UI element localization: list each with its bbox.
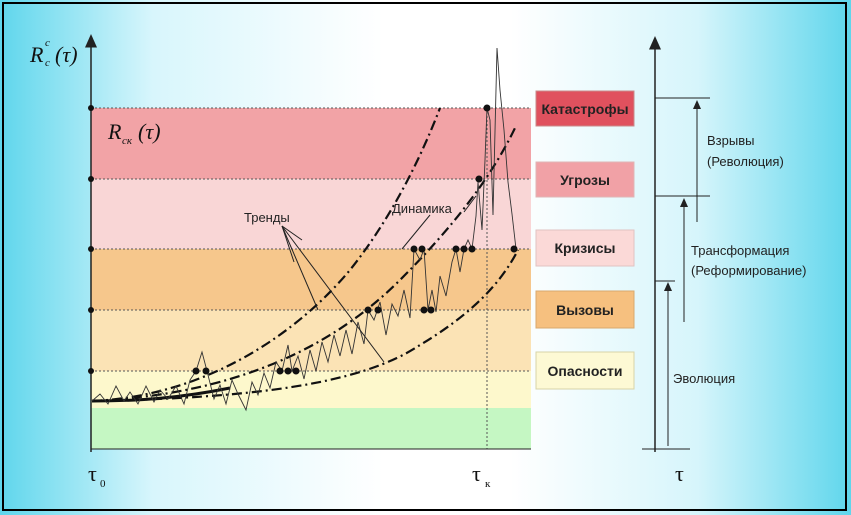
zone-label-dangers: Опасности [548, 363, 623, 379]
band-threats [91, 179, 531, 249]
y-axis-label-arg: (τ) [55, 42, 78, 67]
x-axis-end: τ [472, 461, 481, 486]
x-axis-start-sub: 0 [100, 478, 106, 490]
stage-transformation-line1: Трансформация [691, 243, 789, 258]
dynamics-points [192, 104, 518, 375]
y-axis-label-sup: c [45, 37, 50, 49]
curve-label-sub: ск [122, 135, 133, 147]
trend-middle [91, 127, 516, 403]
zone-boxes: Катастрофы Угрозы Кризисы Вызовы Опаснос… [535, 90, 635, 390]
y-axis-label-sub: c [45, 57, 50, 69]
zone-label-crises: Кризисы [554, 240, 615, 256]
annotation-pointers [281, 195, 477, 363]
trends-label: Тренды [244, 210, 290, 225]
x-axis-start: τ [88, 461, 97, 486]
curve-label-arg: (τ) [138, 119, 161, 144]
axis-level-markers [88, 105, 94, 374]
stage-evolution-line1: Эволюция [673, 371, 735, 386]
band-dangers [91, 371, 531, 408]
stage-explosions-line2: (Революция) [707, 154, 784, 169]
zone-label-catastrophes: Катастрофы [541, 101, 628, 117]
band-catastrophes [91, 108, 531, 179]
trend-lower [91, 249, 519, 403]
curve-label: R [107, 119, 122, 144]
right-axis-label: τ [675, 461, 684, 486]
zone-label-threats: Угрозы [560, 172, 610, 188]
band-safe [91, 408, 531, 449]
base-trend [91, 386, 231, 403]
dynamics-label: Динамика [392, 201, 453, 216]
x-axis-end-sub: к [485, 478, 491, 490]
band-crises [91, 249, 531, 310]
band-challenges [91, 310, 531, 371]
trend-curves [91, 107, 519, 403]
dynamics-line [91, 47, 517, 412]
trend-upper [91, 107, 442, 403]
y-axis-label: R [29, 42, 44, 67]
stage-explosions-line1: Взрывы [707, 133, 754, 148]
zone-label-challenges: Вызовы [556, 302, 614, 318]
stage-transformation-line2: (Реформирование) [691, 263, 806, 278]
stage-ticks [655, 97, 710, 282]
